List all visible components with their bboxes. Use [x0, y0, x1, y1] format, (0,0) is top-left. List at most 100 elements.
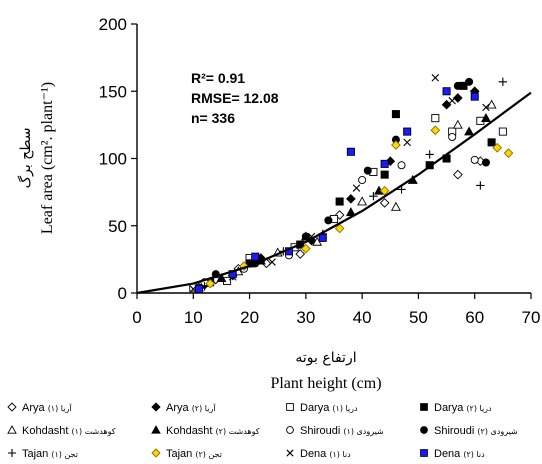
legend-marker-icon [151, 448, 161, 458]
data-point-shiroudi-2 [301, 232, 310, 241]
data-point-shiroudi-1 [470, 155, 479, 164]
legend-label: Tajan (۲) تجن [166, 448, 222, 460]
x-tick-label: 40 [353, 308, 372, 327]
data-point-dena-2 [470, 92, 479, 101]
data-point-dena-1 [448, 96, 456, 105]
data-point-tajan-2 [503, 148, 514, 158]
data-point-dena-1 [352, 184, 361, 192]
fit-line [136, 91, 532, 295]
legend-label: Dena (۲) دنا [434, 448, 485, 460]
y-tick-label: 0 [118, 284, 127, 303]
legend-marker-icon [286, 426, 294, 434]
legend-marker-icon [7, 402, 17, 412]
x-tick-label: 10 [184, 308, 203, 327]
legend-marker-icon [151, 402, 161, 412]
legend-marker-icon [420, 426, 428, 434]
legend-label: Shiroudi (۱) شیرودی [300, 425, 384, 437]
data-point-kohdasht-2 [464, 126, 475, 136]
data-point-tajan-2 [492, 142, 503, 153]
data-points [189, 74, 514, 293]
data-point-dena-2 [442, 87, 451, 96]
legend-item-shiroudi-2: Shiroudi (۲) شیرودی [420, 425, 518, 437]
data-point-kohdasht-2 [481, 113, 491, 122]
legend-marker-icon [420, 403, 428, 411]
data-point-kohdasht-2 [345, 207, 356, 217]
legend-label: Kohdasht (۲) کوهدشت [166, 425, 260, 437]
y-axis-title: Leaf area (cm². plant⁻¹) [39, 82, 56, 234]
data-point-kohdasht-1 [452, 119, 463, 129]
data-point-tajan-1 [498, 77, 508, 87]
rmse-label: RMSE= 12.08 [191, 90, 279, 106]
x-tick-label: 60 [465, 308, 484, 327]
x-tick-label: 20 [240, 308, 259, 327]
x-tick-label: 50 [409, 308, 428, 327]
r-squared-label: R²= 0.91 [191, 70, 245, 86]
legend-item-tajan-2: Tajan (۲) تجن [151, 448, 222, 460]
axes [136, 24, 531, 294]
data-point-tajan-1 [476, 181, 485, 190]
data-point-kohdasht-2 [216, 273, 227, 283]
legend-label: Kohdasht (۱) کوهدشت [22, 425, 116, 437]
y-tick-label: 150 [99, 82, 127, 101]
legend-label: Shiroudi (۲) شیرودی [434, 425, 518, 437]
y-axis-title-persian: سطح برگ [16, 128, 34, 189]
legend-marker-icon [420, 449, 428, 457]
y-tick-label: 200 [99, 15, 127, 34]
legend-marker-icon [286, 403, 294, 411]
legend-item-arya-2: Arya (۲) آریا [151, 402, 216, 414]
legend-item-kohdasht-2: Kohdasht (۲) کوهدشت [151, 425, 260, 437]
legend-item-darya-2: Darya (۲) دریا [420, 402, 492, 414]
data-point-darya-2 [380, 170, 389, 179]
data-point-shiroudi-1 [448, 132, 457, 141]
legend-marker-icon [8, 449, 16, 457]
legend-marker-icon [286, 449, 294, 457]
data-point-tajan-2 [430, 125, 441, 136]
legend-item-darya-1: Darya (۱) دریا [286, 402, 358, 414]
legend-item-shiroudi-1: Shiroudi (۱) شیرودی [286, 425, 384, 437]
data-point-shiroudi-2 [363, 166, 372, 175]
data-point-darya-2 [335, 197, 344, 206]
data-point-tajan-2 [391, 140, 401, 150]
data-point-shiroudi-2 [324, 216, 333, 225]
data-point-tajan-1 [369, 191, 378, 201]
sample-size-label: n= 336 [191, 110, 235, 126]
data-point-tajan-2 [379, 185, 390, 196]
data-point-arya-1 [295, 249, 306, 259]
data-point-shiroudi-2 [465, 77, 474, 86]
legend-marker-icon [151, 425, 161, 434]
data-point-dena-2 [403, 127, 412, 136]
x-tick-label: 0 [132, 308, 141, 327]
data-point-dena-1 [431, 74, 440, 82]
y-tick-label: 100 [99, 150, 127, 169]
legend-label: Darya (۲) دریا [434, 402, 492, 414]
data-point-shiroudi-1 [397, 161, 406, 170]
x-axis-title-persian: ارتفاع بوته [295, 350, 356, 366]
data-point-darya-1 [431, 114, 440, 123]
legend-label: Arya (۲) آریا [166, 402, 216, 414]
data-point-arya-2 [346, 194, 356, 204]
data-point-arya-1 [379, 198, 390, 208]
legend-label: Darya (۱) دریا [300, 402, 358, 414]
data-point-shiroudi-2 [481, 158, 490, 167]
data-point-tajan-2 [205, 278, 216, 289]
legend-marker-icon [7, 425, 17, 434]
y-tick-label: 50 [108, 217, 127, 236]
legend-label: Dena (۱) دنا [300, 448, 351, 460]
data-point-tajan-2 [334, 223, 345, 234]
x-tick-label: 70 [522, 308, 541, 327]
legend-label: Tajan (۱) تجن [22, 448, 78, 460]
legend-label: Arya (۱) آریا [22, 402, 72, 414]
fit-line-group [136, 91, 532, 295]
data-point-dena-2 [346, 147, 355, 156]
legend-item-tajan-1: Tajan (۱) تجن [8, 448, 78, 460]
data-point-kohdasht-1 [357, 196, 368, 206]
data-point-arya-2 [452, 93, 463, 103]
data-point-arya-2 [441, 99, 452, 110]
data-point-darya-1 [498, 127, 507, 136]
x-axis-title: Plant height (cm) [270, 375, 381, 392]
data-point-dena-2 [380, 159, 389, 168]
data-point-tajan-1 [425, 150, 434, 159]
data-point-dena-2 [251, 252, 260, 261]
data-point-shiroudi-1 [358, 175, 367, 185]
legend-item-dena-1: Dena (۱) دنا [286, 448, 351, 460]
